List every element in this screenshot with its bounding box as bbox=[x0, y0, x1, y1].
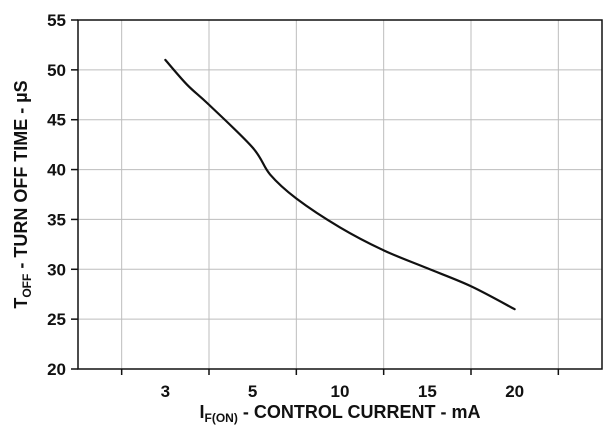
y-axis-label-suffix: - TURN OFF TIME - µS bbox=[11, 80, 31, 273]
y-tick-label: 50 bbox=[47, 61, 66, 80]
x-axis-label: IF(ON) - CONTROL CURRENT - mA bbox=[199, 402, 480, 425]
series-line bbox=[164, 58, 516, 311]
y-tick-label: 20 bbox=[47, 360, 66, 379]
y-tick-label: 35 bbox=[47, 210, 66, 229]
x-axis-label-suffix: - CONTROL CURRENT - mA bbox=[238, 402, 481, 422]
x-tick-label: 15 bbox=[418, 382, 437, 401]
y-axis-label: TOFF - TURN OFF TIME - µS bbox=[11, 80, 34, 308]
plot-frame bbox=[77, 19, 603, 370]
x-tick-label: 5 bbox=[248, 382, 257, 401]
x-tick-label: 3 bbox=[161, 382, 170, 401]
grid-lines bbox=[78, 20, 602, 369]
y-axis-label-subscript: OFF bbox=[20, 274, 34, 298]
y-tick-label: 40 bbox=[47, 161, 66, 180]
x-axis-label-subscript: F(ON) bbox=[205, 411, 238, 425]
series-layer bbox=[164, 58, 516, 311]
y-tick-label: 25 bbox=[47, 310, 66, 329]
y-axis-label-prefix: T bbox=[11, 298, 31, 309]
y-tick-label: 45 bbox=[47, 111, 66, 130]
x-tick-label: 20 bbox=[505, 382, 524, 401]
x-tick-label: 10 bbox=[331, 382, 350, 401]
y-tick-label: 55 bbox=[47, 11, 66, 30]
y-tick-label: 30 bbox=[47, 260, 66, 279]
x-axis-label-prefix: I bbox=[199, 402, 204, 422]
